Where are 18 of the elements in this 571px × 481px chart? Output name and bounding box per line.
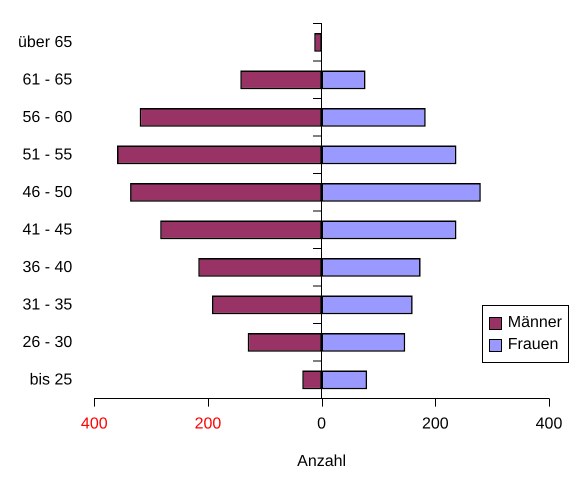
y-tick-label: 46 - 50 bbox=[22, 184, 72, 201]
y-tick-label: 61 - 65 bbox=[22, 71, 72, 88]
x-tick-label: 200 bbox=[194, 416, 222, 433]
y-tick-label: 51 - 55 bbox=[22, 146, 72, 164]
x-tick-label: 400 bbox=[536, 416, 562, 433]
x-tick-label: 400 bbox=[80, 416, 108, 433]
legend-label: Frauen bbox=[508, 336, 558, 354]
y-tick-label: 41 - 45 bbox=[22, 221, 72, 238]
y-tick-label: 31 - 35 bbox=[22, 296, 72, 314]
x-axis-title: Anzahl bbox=[297, 452, 346, 470]
y-tick-label: über 65 bbox=[18, 34, 72, 51]
y-tick-label: bis 25 bbox=[30, 371, 72, 388]
y-tick-label: 26 - 30 bbox=[22, 334, 72, 351]
y-tick-label: 56 - 60 bbox=[22, 108, 72, 126]
y-tick-label: 36 - 40 bbox=[22, 258, 72, 276]
x-tick-label: 0 bbox=[317, 416, 326, 433]
legend-label: Männer bbox=[508, 314, 562, 332]
x-tick-label: 200 bbox=[422, 416, 449, 433]
